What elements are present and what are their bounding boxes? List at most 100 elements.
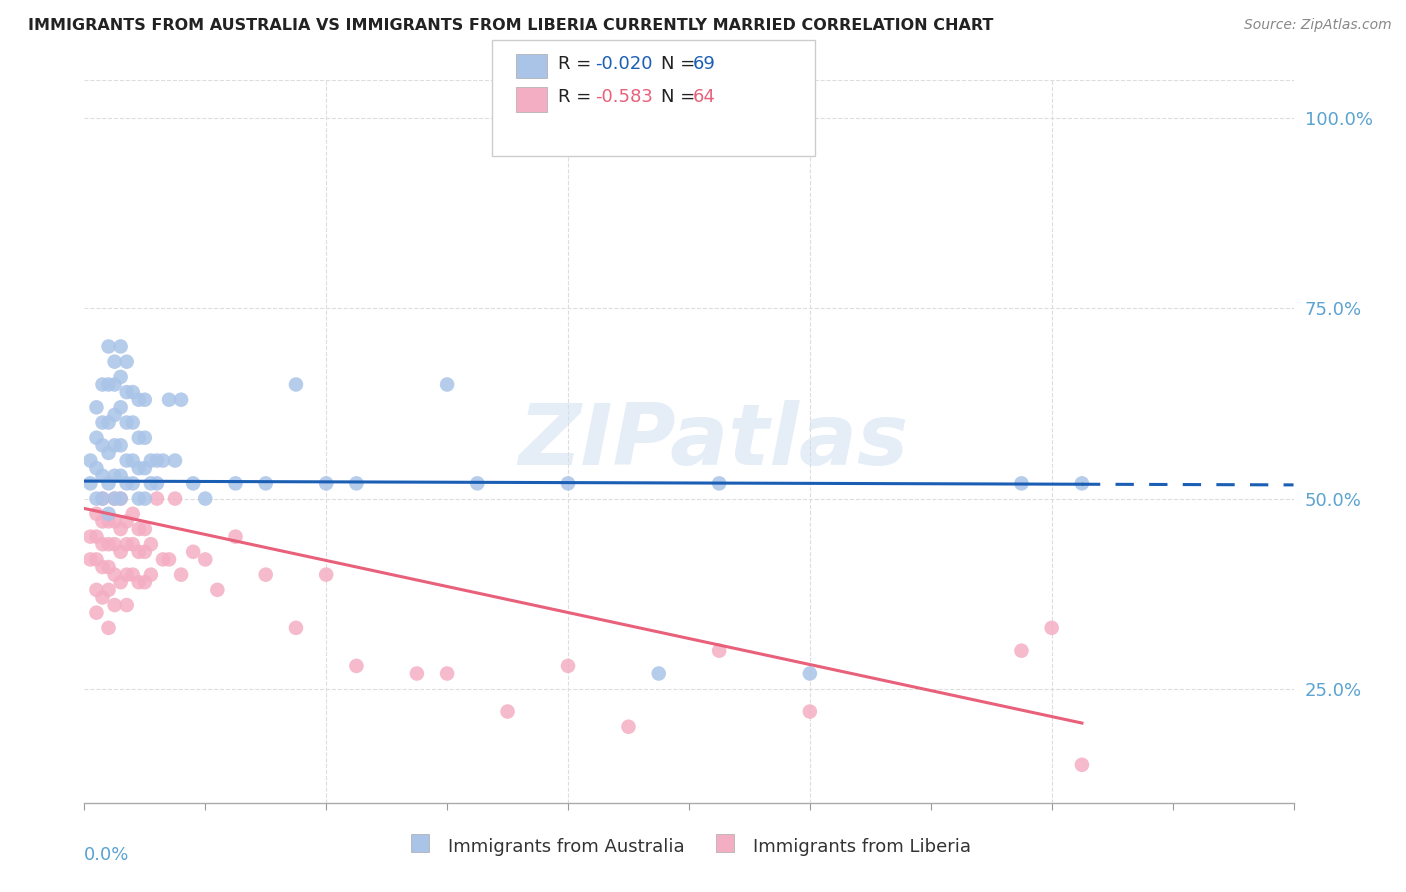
Point (110, 370, 132, 384)
Point (134, 522, 156, 536)
Point (110, 438, 132, 452)
Text: R =: R = (558, 55, 598, 73)
Point (110, 339, 132, 353)
Point (139, 476, 162, 491)
Text: N =: N = (661, 55, 700, 73)
Text: R =: R = (558, 88, 598, 106)
Point (128, 545, 150, 559)
Point (709, 643, 731, 657)
Point (1071, 476, 1094, 491)
Point (557, 659, 579, 673)
Point (346, 476, 368, 491)
Point (97, 377, 120, 392)
Point (1040, 621, 1063, 635)
Point (146, 476, 169, 491)
Point (134, 491, 156, 506)
Point (91, 468, 114, 483)
Point (121, 416, 143, 430)
Point (104, 567, 127, 582)
Point (194, 552, 217, 566)
Point (86, 606, 108, 620)
Point (104, 438, 127, 452)
Point (128, 461, 150, 475)
Point (436, 377, 458, 392)
Point (121, 537, 143, 551)
Point (97, 339, 120, 353)
Point (97, 476, 120, 491)
Text: 0.0%: 0.0% (84, 847, 129, 864)
Point (110, 522, 132, 536)
Point (104, 354, 127, 368)
Text: -0.583: -0.583 (595, 88, 652, 106)
Point (1071, 757, 1094, 772)
Point (128, 522, 150, 536)
Point (115, 515, 138, 529)
Point (799, 705, 821, 719)
Point (104, 377, 127, 392)
Point (128, 431, 150, 445)
Point (496, 705, 519, 719)
Point (315, 476, 337, 491)
Point (617, 720, 640, 734)
Point (139, 537, 162, 551)
Point (134, 545, 156, 559)
Point (194, 491, 217, 506)
Point (170, 567, 193, 582)
Point (146, 453, 169, 467)
Point (115, 537, 138, 551)
Point (91, 515, 114, 529)
Point (121, 453, 143, 467)
Point (121, 385, 143, 400)
Point (97, 507, 120, 521)
Point (115, 354, 138, 368)
Point (104, 598, 127, 612)
Point (121, 507, 143, 521)
Point (254, 476, 277, 491)
Point (110, 468, 132, 483)
Point (115, 453, 138, 467)
Point (91, 377, 114, 392)
Point (115, 476, 138, 491)
Point (86, 582, 108, 597)
Point (86, 461, 108, 475)
Point (799, 666, 821, 681)
Point (115, 567, 138, 582)
Point (110, 491, 132, 506)
Text: 64: 64 (693, 88, 716, 106)
Point (467, 476, 489, 491)
Point (110, 545, 132, 559)
Point (134, 431, 156, 445)
Point (91, 560, 114, 574)
Point (115, 385, 138, 400)
Point (648, 666, 671, 681)
Point (104, 515, 127, 529)
Point (86, 431, 108, 445)
Point (709, 476, 731, 491)
Point (97, 621, 120, 635)
Point (104, 468, 127, 483)
Point (104, 408, 127, 422)
Point (225, 530, 247, 544)
Point (91, 537, 114, 551)
Point (346, 659, 368, 673)
Point (86, 552, 108, 566)
Text: IMMIGRANTS FROM AUSTRALIA VS IMMIGRANTS FROM LIBERIA CURRENTLY MARRIED CORRELATI: IMMIGRANTS FROM AUSTRALIA VS IMMIGRANTS … (28, 18, 994, 33)
Point (121, 476, 143, 491)
Point (134, 575, 156, 590)
Point (91, 438, 114, 452)
Point (104, 537, 127, 551)
Point (91, 591, 114, 605)
Text: -0.020: -0.020 (595, 55, 652, 73)
Point (181, 476, 204, 491)
Point (170, 392, 193, 407)
Point (110, 401, 132, 415)
Point (152, 453, 174, 467)
Point (97, 515, 120, 529)
Point (128, 392, 150, 407)
Text: N =: N = (661, 88, 700, 106)
Point (86, 507, 108, 521)
Point (97, 537, 120, 551)
Point (225, 476, 247, 491)
Point (86, 530, 108, 544)
Point (157, 392, 180, 407)
